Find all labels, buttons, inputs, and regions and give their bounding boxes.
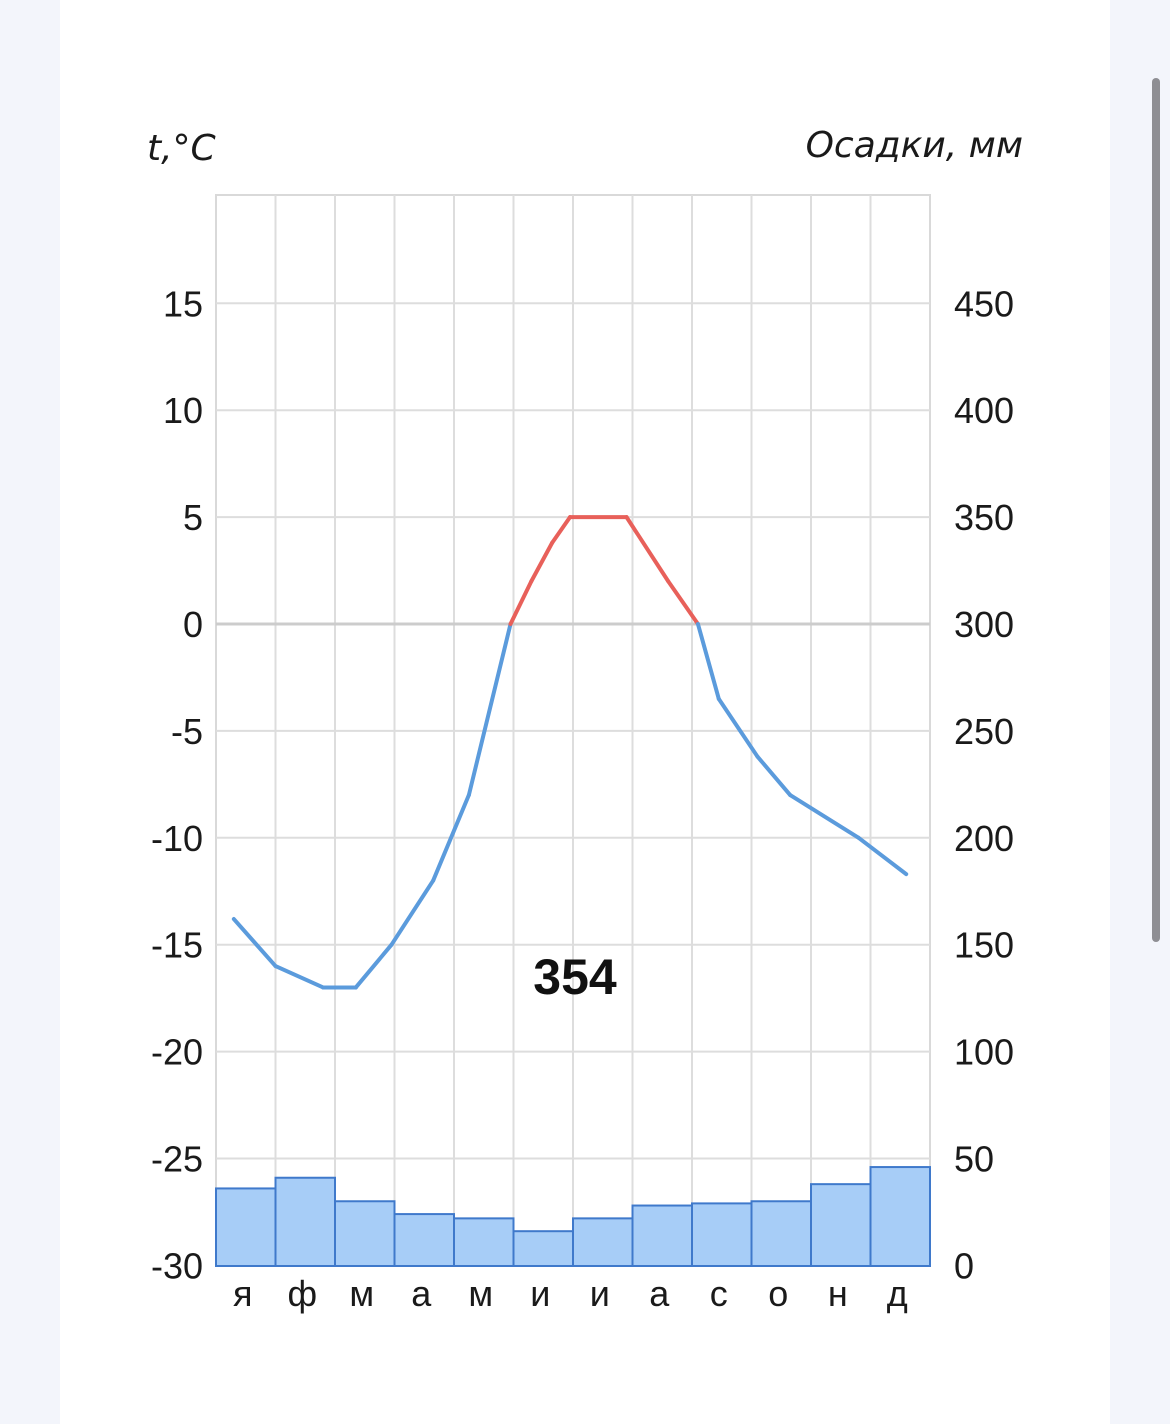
- temperature-segment: [231, 917, 278, 969]
- temperature-segment: [431, 793, 471, 883]
- precipitation-bar: [810, 1183, 872, 1268]
- y-left-tick-label: 0: [183, 604, 203, 645]
- precipitation-bar: [691, 1202, 753, 1267]
- y-right-axis-title: Осадки, мм: [806, 125, 1023, 166]
- precipitation-bar: [334, 1200, 396, 1268]
- temperature-segment: [788, 793, 861, 840]
- y-left-tick-label: -20: [151, 1032, 203, 1073]
- precipitation-bar: [215, 1187, 277, 1268]
- y-right-tick-label: 150: [954, 925, 1014, 966]
- y-right-tick-label: 100: [954, 1032, 1014, 1073]
- y-left-tick-label: 15: [163, 283, 203, 324]
- x-month-label: м: [468, 1273, 493, 1314]
- x-month-label: с: [710, 1273, 728, 1314]
- temperature-segment: [389, 878, 436, 947]
- x-month-label: а: [649, 1273, 670, 1314]
- axis-labels: 151050-5-10-15-20-25-3045040035030025020…: [151, 283, 1014, 1314]
- precipitation-bar: [393, 1213, 455, 1268]
- y-left-tick-label: 10: [163, 390, 203, 431]
- precipitation-bar: [512, 1230, 574, 1268]
- total-precipitation: 354: [533, 949, 617, 1005]
- y-left-tick-label: -30: [151, 1245, 203, 1286]
- chart-card: [60, 0, 1110, 1424]
- x-month-label: а: [411, 1273, 432, 1314]
- y-right-tick-label: 350: [954, 497, 1014, 538]
- temperature-segment: [466, 622, 513, 798]
- temperature-segment: [353, 942, 394, 990]
- y-left-axis-title: t,°C: [147, 128, 217, 169]
- x-month-label: и: [530, 1273, 550, 1314]
- precipitation-bar: [869, 1166, 931, 1267]
- temperature-segment: [695, 622, 721, 701]
- temperature-segment: [716, 696, 760, 759]
- y-right-tick-label: 0: [954, 1245, 974, 1286]
- x-month-label: д: [887, 1273, 908, 1314]
- y-right-tick-label: 450: [954, 283, 1014, 324]
- x-month-label: н: [828, 1273, 848, 1314]
- temperature-segment: [508, 579, 534, 626]
- y-left-tick-label: -10: [151, 818, 203, 859]
- y-right-tick-label: 250: [954, 711, 1014, 752]
- x-month-label: м: [349, 1273, 374, 1314]
- temperature-segment: [624, 515, 671, 584]
- temperature-segment: [273, 964, 326, 990]
- temperature-segment: [550, 515, 573, 545]
- y-left-tick-label: -15: [151, 925, 203, 966]
- y-left-tick-label: -5: [171, 711, 203, 752]
- precipitation-bar: [274, 1176, 336, 1267]
- x-month-label: и: [590, 1273, 610, 1314]
- grid: [215, 194, 931, 1267]
- y-right-tick-label: 300: [954, 604, 1014, 645]
- temperature-segment: [755, 754, 793, 798]
- temperature-segment: [856, 835, 909, 877]
- y-right-tick-label: 400: [954, 390, 1014, 431]
- scrollbar[interactable]: [1152, 78, 1160, 942]
- y-right-tick-label: 200: [954, 818, 1014, 859]
- precipitation-bar: [572, 1217, 634, 1268]
- x-month-label: я: [233, 1273, 253, 1314]
- y-right-tick-label: 50: [954, 1139, 994, 1180]
- temperature-segment: [666, 579, 700, 626]
- temperature-segment: [529, 540, 555, 584]
- x-month-label: ф: [287, 1273, 317, 1314]
- precipitation-bar: [453, 1217, 515, 1268]
- precipitation-bar: [750, 1200, 812, 1268]
- y-left-tick-label: -25: [151, 1139, 203, 1180]
- y-left-tick-label: 5: [183, 497, 203, 538]
- precipitation-bars: [215, 1166, 931, 1268]
- temperature-line: [231, 515, 909, 990]
- x-month-label: о: [768, 1273, 788, 1314]
- precipitation-bar: [631, 1204, 693, 1268]
